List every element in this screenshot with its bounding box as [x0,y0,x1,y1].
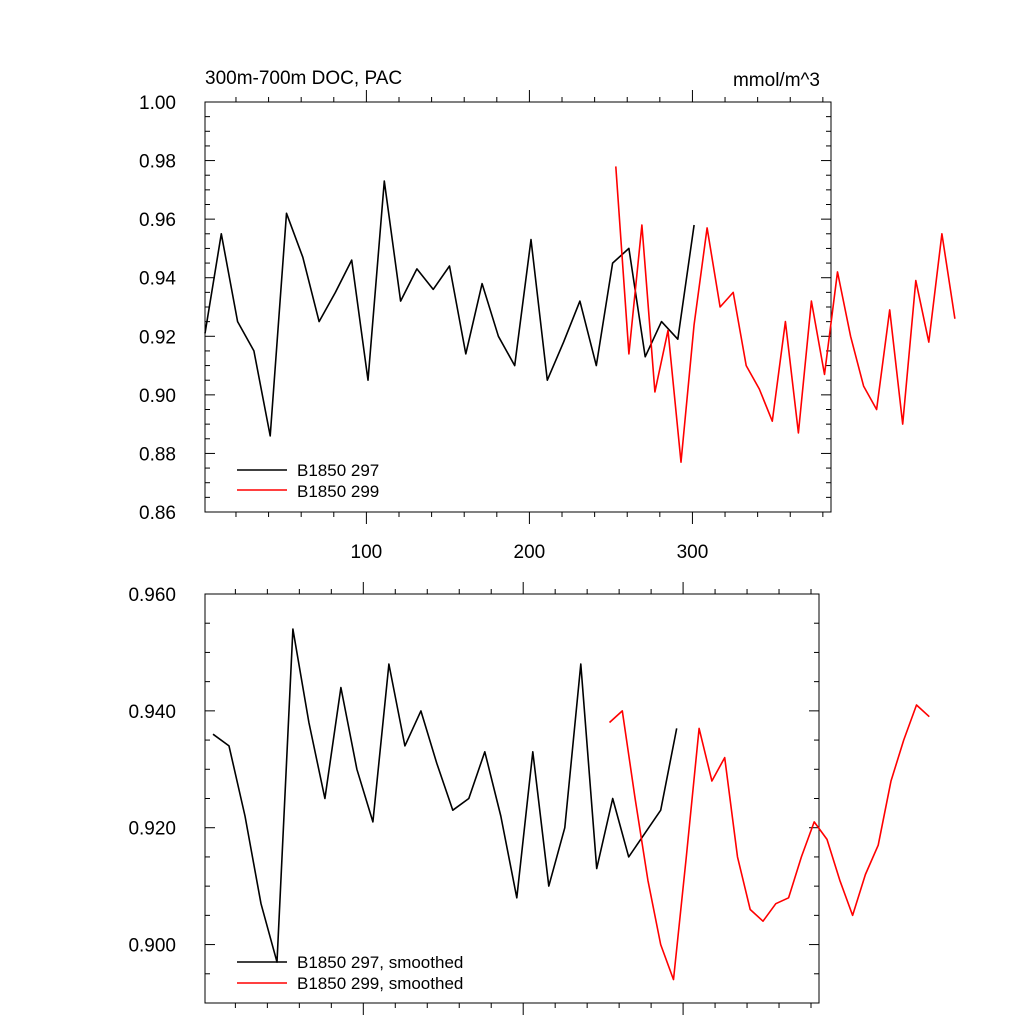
top-y-tick-label: 0.92 [139,327,176,348]
top-x-tick-label: 100 [351,542,383,563]
top-y-tick-label: 1.00 [139,93,176,114]
top-legend: B1850 297 B1850 299 [237,461,379,501]
top-chart-units: mmol/m^3 [733,70,820,91]
bottom-y-tick-label: 0.900 [128,936,176,957]
legend-label-b1850-297-smoothed: B1850 297, smoothed [297,953,463,972]
top-series-group [204,166,956,464]
top-series-line-1 [204,180,695,437]
top-y-tick-label: 0.98 [139,152,176,173]
top-x-tick-label: 200 [514,542,546,563]
bottom-series-line-2 [608,704,930,981]
top-axes: 0.86 0.88 0.90 0.92 0.94 0.96 0.98 1.00 100 200 30… [139,90,831,563]
bottom-series-line-1 [212,628,678,963]
top-y-tick-label: 0.86 [139,503,176,524]
bottom-panel: 0.900 0.920 0.940 0.960 B1850 297, smoothed… [128,582,930,1015]
legend-label-b1850-297: B1850 297 [297,461,379,480]
bottom-series-group [212,628,930,981]
top-y-tick-label: 0.96 [139,210,176,231]
bottom-y-tick-label: 0.920 [128,819,176,840]
top-y-tick-label: 0.88 [139,444,176,465]
legend-label-b1850-299: B1850 299 [297,482,379,501]
top-panel: 300m-700m DOC, PAC mmol/m^3 0.86 0.88 0.90… [139,68,956,563]
legend-label-b1850-299-smoothed: B1850 299, smoothed [297,974,463,993]
top-y-tick-label: 0.90 [139,386,176,407]
top-chart-title: 300m-700m DOC, PAC [205,68,402,89]
top-series-line-2 [615,166,956,464]
bottom-y-tick-label: 0.940 [128,702,176,723]
top-y-tick-label: 0.94 [139,269,176,290]
bottom-axes: 0.900 0.920 0.940 0.960 [128,582,819,1015]
bottom-y-tick-label: 0.960 [128,585,176,606]
top-x-tick-label: 300 [677,542,709,563]
bottom-legend: B1850 297, smoothed B1850 299, smoothed [237,953,463,993]
